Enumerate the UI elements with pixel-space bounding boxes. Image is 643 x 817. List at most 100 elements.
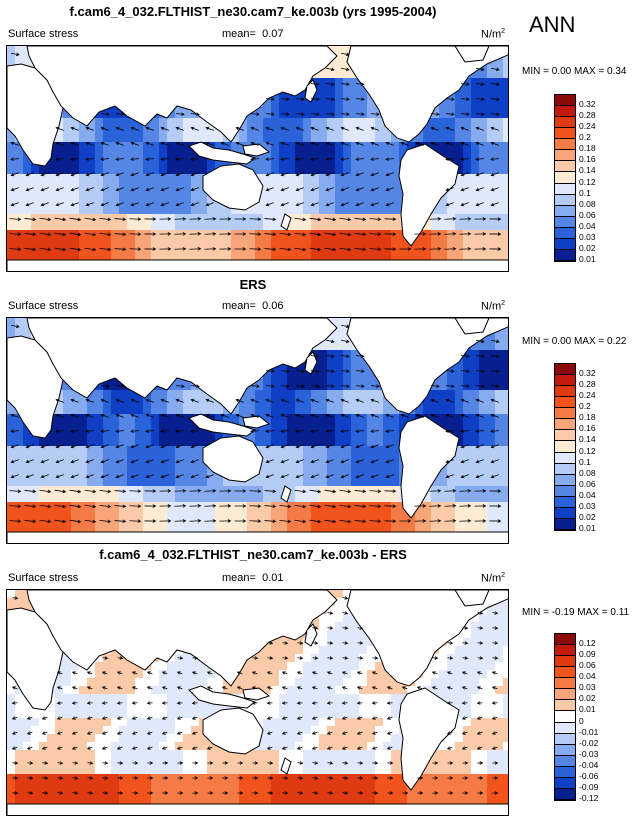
field-cell [279,134,288,143]
field-cell [167,430,176,439]
field-cell [223,494,232,503]
field-cell [271,398,280,407]
field-cell [367,206,376,215]
field-cell [319,230,328,239]
field-cell [279,478,288,487]
wind-vector [249,247,262,251]
field-cell [303,486,312,495]
wind-vector [24,232,37,237]
field-cell [223,478,232,487]
field-cell [335,454,344,463]
panel-3-variable: Surface stress [8,572,79,584]
field-cell [167,454,176,463]
wind-vector [55,141,64,146]
field-cell [175,238,184,247]
field-cell [367,222,376,231]
field-cell [311,510,320,519]
field-cell [207,518,216,527]
field-cell [111,462,120,471]
field-cell [503,390,508,399]
field-cell [327,462,336,471]
field-cell [327,254,336,263]
field-cell [431,390,440,399]
panel-1-vectors [9,52,502,252]
field-cell [111,134,120,143]
wind-vector [250,429,260,433]
field-cell [143,398,152,407]
field-cell [319,110,328,119]
field-cell [503,614,508,623]
field-cell [215,430,224,439]
field-cell [335,150,344,159]
wind-vector [280,474,289,479]
field-cell [103,174,112,183]
field-cell [175,134,184,143]
field-cell [359,118,368,127]
field-cell [79,134,88,143]
field-cell [327,510,336,519]
field-cell [487,486,496,495]
field-cell [191,446,200,455]
field-cell [311,486,320,495]
field-cell [351,382,360,391]
wind-vector [340,459,349,464]
field-cell [343,390,352,399]
field-cell [55,174,64,183]
field-cell [479,238,488,247]
field-cell [79,478,88,487]
field-cell [367,526,376,535]
field-cell [7,182,16,191]
field-cell [111,150,120,159]
colorbar-swatch [555,441,575,453]
field-cell [23,494,32,503]
field-cell [311,174,320,183]
field-cell [159,526,168,535]
field-cell [367,238,376,247]
field-cell [431,134,440,143]
field-cell [335,94,344,103]
field-cell [151,510,160,519]
wind-vector [280,141,289,146]
field-cell [351,446,360,455]
field-cell [455,414,464,423]
field-cell [7,526,16,535]
field-cell [303,374,312,383]
field-cell [343,54,352,63]
wind-vector [490,82,500,86]
field-cell [359,646,368,655]
wind-vector [24,519,37,524]
field-cell [343,78,352,87]
field-cell [103,526,112,535]
field-cell [343,430,352,439]
field-cell [231,518,240,527]
field-cell [367,190,376,199]
field-cell [63,174,72,183]
field-cell [343,142,352,151]
field-cell [167,390,176,399]
wind-vector [280,459,289,464]
field-cell [103,398,112,407]
field-cell [95,126,104,135]
field-cell [79,494,88,503]
wind-vector [130,202,139,207]
field-cell [151,422,160,431]
field-cell [87,478,96,487]
field-cell [439,198,448,207]
field-cell [135,398,144,407]
field-cell [335,606,344,615]
field-cell [343,494,352,503]
field-cell [263,142,272,151]
wind-vector [145,126,154,131]
field-cell [343,206,352,215]
field-cell [287,646,296,655]
field-cell [463,638,472,647]
wind-vector [476,339,485,344]
wind-vector [115,187,124,192]
field-cell [287,478,296,487]
field-cell [351,206,360,215]
field-cell [175,246,184,255]
field-cell [311,246,320,255]
wind-vector [309,247,322,252]
field-cell [159,390,168,399]
colorbar-swatch [555,139,575,151]
